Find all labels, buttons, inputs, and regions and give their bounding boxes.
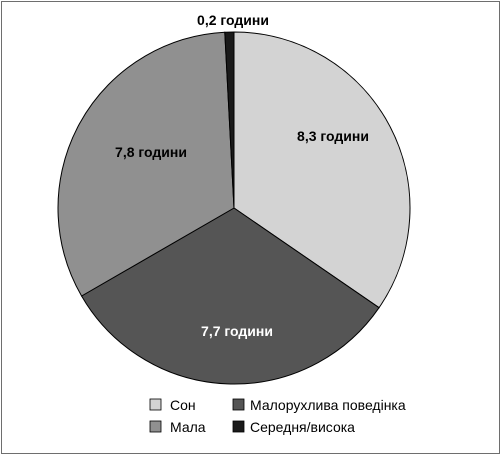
pie-slice-moderate-vigorous — [224, 31, 235, 209]
legend-label-sedentary: Малорухлива поведінка — [250, 397, 406, 413]
legend: Сон Малорухлива поведінка Мала Середня/в… — [149, 397, 406, 435]
legend-label-son: Сон — [170, 397, 196, 413]
legend-swatch-son — [149, 398, 162, 411]
slice-label-sedentary: 7,7 години — [201, 323, 273, 339]
slice-label-light: 7,8 години — [115, 144, 187, 160]
pie-slice-sedentary — [80, 207, 380, 385]
slice-label-moderate-vigorous: 0,2 години — [197, 12, 269, 28]
slice-label-son: 8,3 години — [297, 128, 369, 144]
slice-labels: 8,3 години 7,7 години 7,8 години 0,2 год… — [115, 12, 369, 339]
legend-swatch-light — [149, 420, 162, 433]
pie-slice-son — [233, 31, 411, 309]
legend-label-moderate-vigorous: Середня/висока — [250, 419, 355, 435]
pie-slice-light — [57, 31, 235, 297]
pie-slices — [57, 31, 411, 385]
legend-label-light: Мала — [170, 419, 206, 435]
legend-swatch-sedentary — [232, 398, 245, 411]
legend-swatch-moderate-vigorous — [232, 420, 245, 433]
